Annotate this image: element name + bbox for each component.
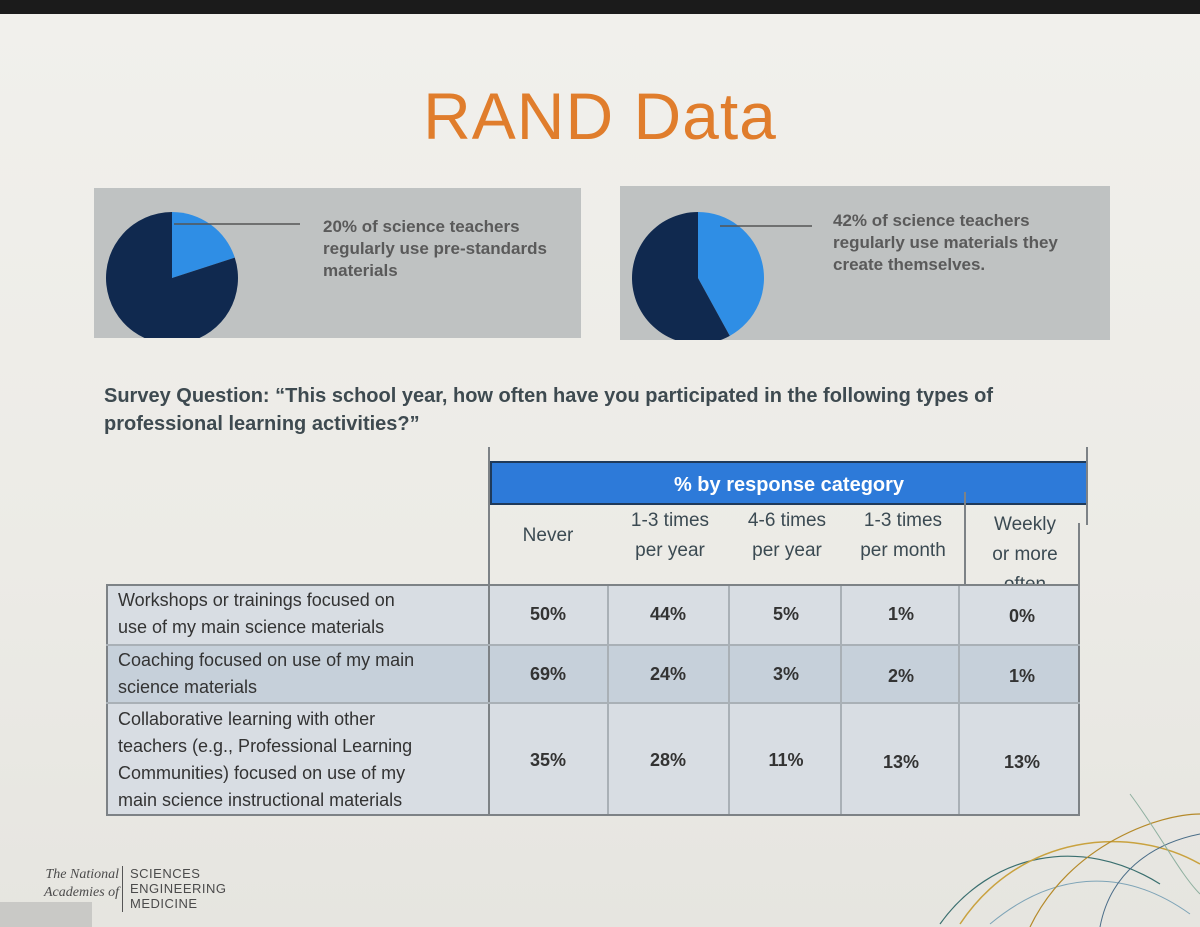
table-cell: 0% (1008, 606, 1035, 626)
grid-line (1078, 523, 1080, 816)
column-header-line: 1-3 times (630, 510, 710, 531)
pie-1-annotation-line: 20% of science teachers (323, 217, 520, 236)
column-header-line: per month (860, 540, 946, 561)
table-cell: 28% (649, 750, 687, 770)
grid-line (728, 584, 730, 816)
row-label-collaborative: Collaborative learning with other teache… (118, 706, 412, 814)
pie-panel-1: 20% of science teachers regularly use pr… (94, 188, 581, 338)
nas-logo-text-left: The National Academies of (44, 866, 119, 902)
grid-line (106, 584, 1080, 586)
grid-line (607, 584, 609, 816)
logo-line: MEDICINE (130, 896, 198, 911)
table-cell: 44% (649, 604, 687, 624)
table-cell: 1% (887, 604, 914, 624)
pie-2-annotation-line: 42% of science teachers (833, 211, 1030, 230)
column-header-never: Never (494, 521, 602, 551)
table-cell: 50% (529, 604, 567, 624)
table-cell: 35% (529, 750, 567, 770)
slide: RAND Data 20% of science teachers regula… (0, 14, 1200, 927)
logo-line: ENGINEERING (130, 881, 227, 896)
column-header-line: or more (992, 544, 1058, 565)
table-cell: 11% (768, 750, 804, 770)
row-label-line: science materials (118, 677, 258, 697)
table-cell: 2% (887, 666, 914, 686)
survey-question: Survey Question: “This school year, how … (104, 382, 1104, 438)
column-header-line: 1-3 times (863, 510, 943, 531)
grid-line (488, 447, 490, 816)
column-header-1-3-per-month: 1-3 times per month (844, 506, 962, 566)
monitor-bezel (0, 0, 1200, 18)
pie-1-annotation-line: regularly use pre-standards (323, 239, 547, 258)
column-header-line: 4-6 times (747, 510, 827, 531)
survey-question-line: Survey Question: “This school year, how … (104, 385, 994, 407)
pie-2-annotation-line: create themselves. (833, 255, 986, 274)
row-label-line: Collaborative learning with other (118, 709, 376, 729)
column-header-4-6-per-year: 4-6 times per year (732, 506, 842, 566)
row-label-workshops: Workshops or trainings focused on use of… (118, 587, 395, 641)
row-label-line: Coaching focused on use of my main (118, 650, 415, 670)
table-cell: 24% (649, 664, 687, 684)
pie-2-annotation-line: regularly use materials they (833, 233, 1058, 252)
grid-line (958, 584, 960, 816)
nas-logo-text-right: SCIENCES ENGINEERING MEDICINE (130, 866, 227, 911)
table-cell: 1% (1008, 666, 1035, 686)
row-label-line: teachers (e.g., Professional Learning (118, 736, 413, 756)
row-label-line: Workshops or trainings focused on (118, 590, 395, 610)
pie-1-annotation-line: materials (323, 261, 398, 280)
column-header-1-3-per-year: 1-3 times per year (615, 506, 725, 566)
pie-slice (172, 212, 235, 278)
grid-line (1086, 447, 1088, 525)
logo-line: The National (45, 867, 120, 882)
grid-line (106, 584, 108, 816)
pie-panel-2: 42% of science teachers regularly use ma… (620, 186, 1110, 340)
grid-line (964, 492, 966, 584)
table-cell: 5% (772, 604, 799, 624)
survey-question-line: professional learning activities?” (104, 413, 420, 435)
table-cell: 3% (772, 664, 799, 684)
row-label-line: use of my main science materials (118, 617, 385, 637)
row-label-line: Communities) focused on use of my (118, 763, 406, 783)
column-header-line: per year (635, 540, 705, 561)
column-header-line: Never (522, 525, 574, 546)
pie-2-annotation: 42% of science teachers regularly use ma… (833, 210, 1058, 276)
pie-slice (106, 212, 238, 338)
grid-line (106, 644, 1080, 646)
table-cell: 13% (882, 752, 920, 772)
grid-line (106, 702, 1080, 704)
row-label-coaching: Coaching focused on use of my main scien… (118, 647, 414, 701)
row-label-line: main science instructional materials (118, 790, 403, 810)
slide-title: RAND Data (423, 79, 777, 153)
table-header-banner: % by response category (490, 461, 1088, 505)
pie-chart-2 (632, 212, 812, 340)
grid-line (106, 814, 1080, 816)
table-cell: 13% (1003, 752, 1041, 772)
decorative-arcs (939, 793, 1200, 927)
pie-slice (698, 212, 764, 336)
table-row-band-2 (106, 644, 1080, 702)
pie-chart-1 (106, 212, 300, 338)
close-box (0, 902, 92, 927)
pie-slice (632, 212, 730, 340)
grid-line (840, 584, 842, 816)
logo-line: SCIENCES (130, 866, 201, 881)
table-cell: 69% (529, 664, 567, 684)
logo-divider (122, 866, 123, 912)
logo-line: Academies of (44, 885, 120, 900)
column-header-line: per year (752, 540, 822, 561)
pie-1-annotation: 20% of science teachers regularly use pr… (323, 216, 547, 282)
column-header-line: Weekly (994, 514, 1056, 535)
